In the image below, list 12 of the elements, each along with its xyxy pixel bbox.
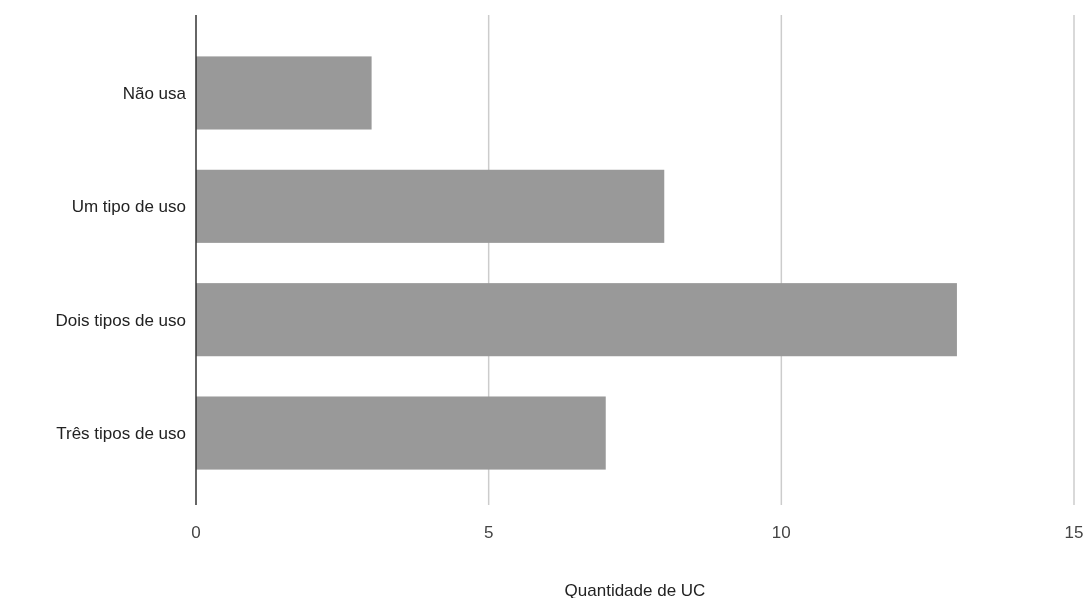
bar	[196, 396, 606, 470]
y-tick-label: Três tipos de uso	[56, 423, 186, 443]
y-tick-label: Dois tipos de uso	[55, 310, 186, 330]
x-tick-label: 5	[483, 523, 494, 542]
x-tick-label: 0	[191, 523, 201, 542]
bar	[196, 169, 665, 243]
y-tick-label: Não usa	[122, 83, 187, 103]
bar	[196, 56, 372, 130]
bar	[196, 283, 957, 357]
y-tick-label: Um tipo de uso	[71, 197, 186, 217]
x-tick-label: 10	[771, 523, 791, 542]
x-tick-label: 15	[1064, 523, 1084, 542]
